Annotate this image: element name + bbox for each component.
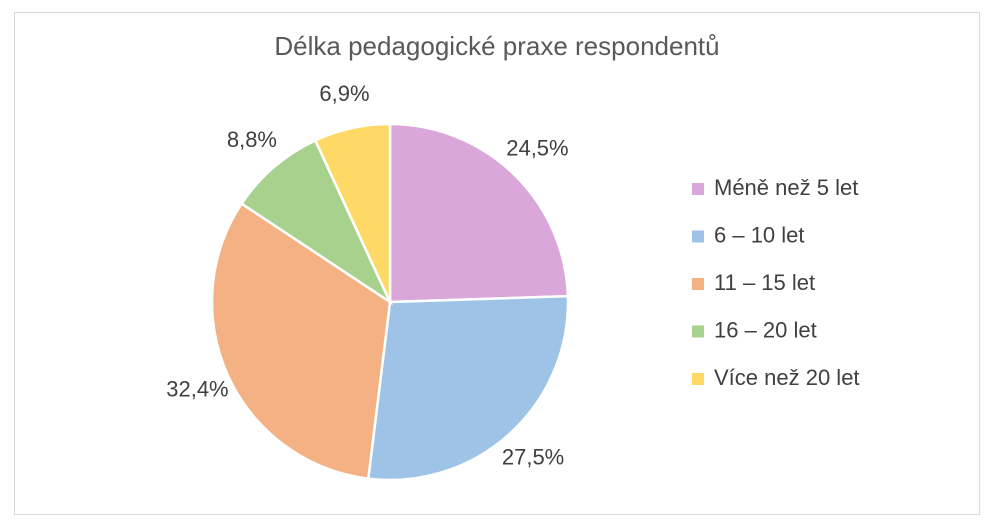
legend-swatch [692,373,704,385]
data-label: 8,8% [227,127,277,152]
pie-slice [239,138,393,306]
chart-title: Délka pedagogické praxe respondentů [274,31,719,61]
legend-label: Méně než 5 let [714,175,858,200]
data-label: 27,5% [502,444,564,469]
legend-label: Více než 20 let [714,365,860,390]
pie-slice [366,294,570,482]
pie-slice [388,122,570,304]
data-label: 6,9% [319,81,369,106]
pie-slice [313,122,392,303]
data-label: 32,4% [166,376,228,401]
legend-label: 16 – 20 let [714,317,817,342]
legend-label: 6 – 10 let [714,222,805,247]
legend-swatch [692,183,704,195]
data-label: 24,5% [506,135,568,160]
pie-slice [210,201,392,481]
legend-label: 11 – 15 let [714,270,815,295]
legend-swatch [692,278,704,290]
legend-swatch [692,230,704,243]
legend-swatch [692,325,704,338]
